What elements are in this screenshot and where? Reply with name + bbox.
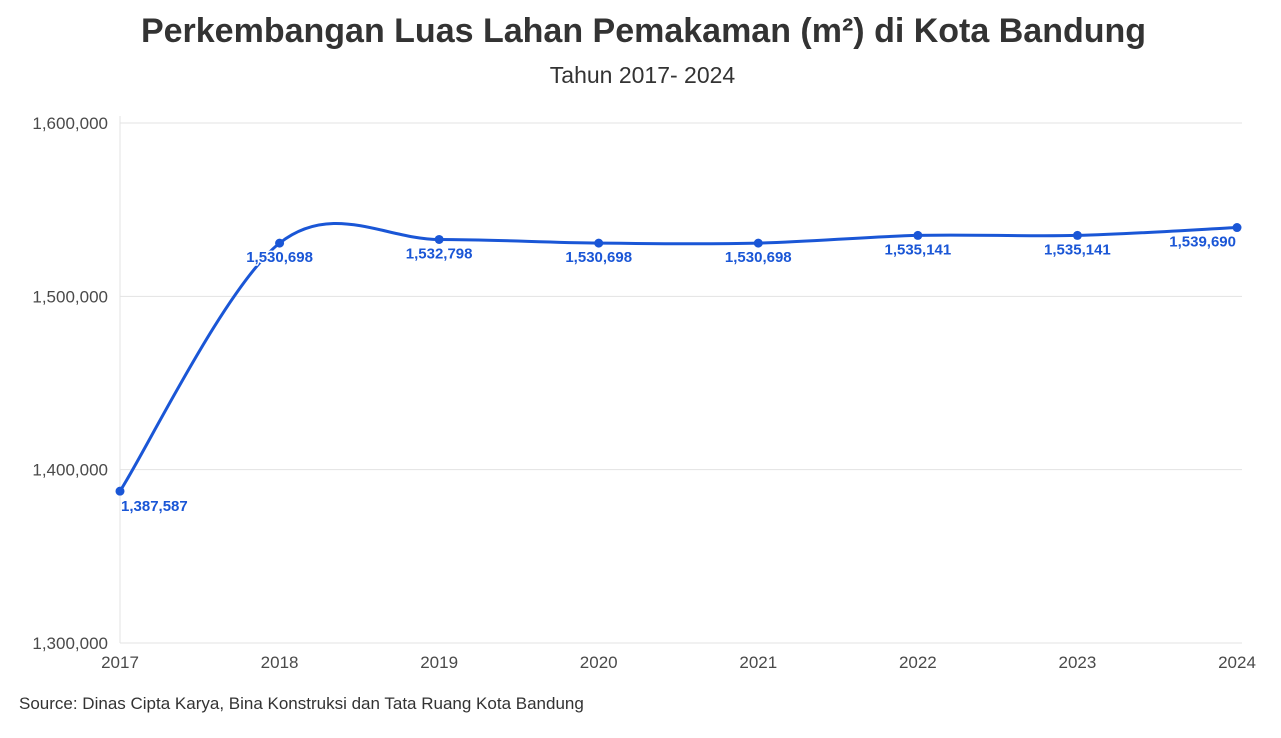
chart-subtitle: Tahun 2017- 2024 xyxy=(549,62,736,88)
data-label: 1,530,698 xyxy=(246,249,313,266)
data-points xyxy=(115,223,1242,496)
source-note: Source: Dinas Cipta Karya, Bina Konstruk… xyxy=(19,694,584,713)
data-label: 1,532,798 xyxy=(406,245,473,262)
line-chart: 1,300,000 1,400,000 1,500,000 1,600,000 201… xyxy=(32,114,1256,672)
data-point xyxy=(115,486,125,496)
data-label: 1,387,587 xyxy=(121,498,188,515)
x-tick-label: 2024 xyxy=(1218,653,1256,672)
data-label: 1,530,698 xyxy=(565,249,632,266)
data-series xyxy=(118,221,1238,492)
y-tick-label: 1,500,000 xyxy=(32,287,108,306)
x-tick-label: 2017 xyxy=(101,653,139,672)
x-tick-label: 2020 xyxy=(580,653,618,672)
gridlines xyxy=(119,116,1242,644)
data-point xyxy=(753,238,763,248)
data-labels: 1,387,587 1,530,698 1,532,798 1,530,698 1,53… xyxy=(120,232,1238,517)
x-tick-label: 2021 xyxy=(739,653,777,672)
y-tick-label: 1,400,000 xyxy=(32,461,108,480)
x-tick-label: 2018 xyxy=(261,653,299,672)
data-point xyxy=(1232,223,1242,233)
data-point xyxy=(434,234,444,244)
data-point xyxy=(1072,230,1082,240)
data-label: 1,539,690 xyxy=(1169,234,1236,251)
data-label: 1,535,141 xyxy=(1044,241,1111,258)
y-axis-ticks: 1,300,000 1,400,000 1,500,000 1,600,000 xyxy=(32,114,108,653)
x-axis-ticks: 2017 2018 2019 2020 2021 2022 2023 2024 xyxy=(101,653,1256,672)
data-point xyxy=(275,238,285,248)
data-point xyxy=(594,238,604,248)
y-tick-label: 1,600,000 xyxy=(32,114,108,133)
series-line xyxy=(118,221,1238,492)
data-label: 1,530,698 xyxy=(725,249,792,266)
chart-title: Perkembangan Luas Lahan Pemakaman (m²) d… xyxy=(140,12,1147,50)
data-label: 1,535,141 xyxy=(884,241,951,258)
y-tick-label: 1,300,000 xyxy=(32,634,108,653)
x-tick-label: 2023 xyxy=(1059,653,1097,672)
data-point xyxy=(913,230,923,240)
x-tick-label: 2022 xyxy=(899,653,937,672)
x-tick-label: 2019 xyxy=(420,653,458,672)
